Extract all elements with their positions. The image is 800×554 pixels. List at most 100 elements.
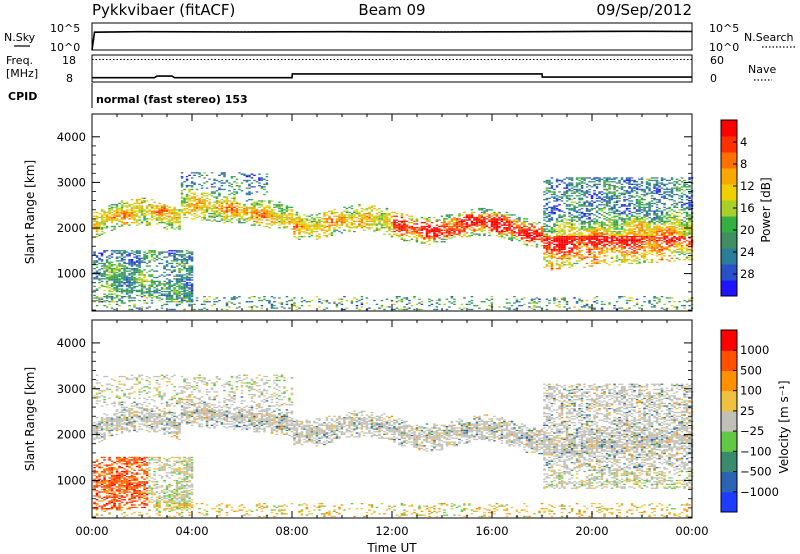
heatmap-cell — [548, 252, 551, 254]
heatmap-cell — [118, 264, 121, 266]
heatmap-cell — [513, 234, 516, 237]
heatmap-cell — [590, 213, 594, 215]
heatmap-cell — [293, 228, 296, 230]
heatmap-cell — [275, 213, 279, 215]
heatmap-cell — [608, 188, 611, 191]
heatmap-cell — [375, 215, 379, 217]
heatmap-cell — [405, 307, 409, 309]
heatmap-cell — [183, 201, 186, 203]
heatmap-cell — [453, 216, 456, 219]
heatmap-cell — [605, 239, 609, 242]
heatmap-cell — [128, 273, 131, 275]
heatmap-cell — [463, 227, 466, 229]
heatmap-cell — [128, 279, 131, 281]
heatmap-cell — [165, 256, 169, 258]
heatmap-cell — [115, 207, 119, 210]
heatmap-cell — [630, 233, 634, 235]
heatmap-cell — [498, 213, 501, 215]
heatmap-cell — [520, 234, 524, 237]
heatmap-cell — [555, 185, 559, 187]
heatmap-cell — [510, 237, 514, 239]
heatmap-cell — [95, 215, 99, 217]
heatmap-cell — [620, 245, 624, 247]
heatmap-cell — [143, 290, 146, 293]
heatmap-cell — [613, 204, 616, 206]
heatmap-cell — [565, 196, 569, 198]
heatmap-cell — [443, 219, 446, 221]
heatmap-cell — [595, 228, 599, 230]
heatmap-cell — [218, 188, 221, 191]
heatmap-cell — [143, 279, 146, 281]
heatmap-cell — [590, 241, 594, 243]
heatmap-cell — [593, 232, 596, 234]
heatmap-cell — [183, 292, 186, 294]
heatmap-cell — [505, 211, 509, 214]
heatmap-cell — [630, 211, 634, 214]
heatmap-cell — [585, 200, 589, 202]
heatmap-cell — [563, 246, 566, 248]
heatmap-cell — [618, 216, 621, 219]
heatmap-cell — [610, 236, 614, 238]
heatmap-cell — [570, 187, 574, 189]
heatmap-cell — [523, 224, 526, 226]
heatmap-cell — [145, 205, 149, 207]
heatmap-cell — [623, 261, 626, 263]
heatmap-cell — [410, 238, 414, 240]
heatmap-cell — [448, 234, 451, 237]
heatmap-cell — [130, 252, 134, 254]
heatmap-cell — [495, 213, 499, 215]
heatmap-cell — [253, 207, 256, 210]
heatmap-cell — [315, 222, 319, 224]
heatmap-cell — [410, 305, 414, 307]
heatmap-cell — [158, 219, 161, 221]
heatmap-cell — [590, 209, 594, 211]
heatmap-cell — [563, 243, 566, 245]
heatmap-cell — [575, 252, 579, 254]
heatmap-cell — [220, 188, 224, 191]
heatmap-cell — [255, 220, 259, 222]
heatmap-cell — [228, 200, 231, 202]
heatmap-cell — [168, 283, 171, 285]
heatmap-cell — [100, 284, 104, 286]
heatmap-cell — [340, 219, 344, 221]
heatmap-cell — [595, 197, 599, 199]
heatmap-cell — [580, 182, 584, 184]
heatmap-cell — [173, 270, 176, 272]
heatmap-cell — [625, 259, 629, 261]
heatmap-cell — [495, 214, 499, 216]
heatmap-cell — [213, 214, 216, 216]
heatmap-cell — [398, 223, 401, 225]
heatmap-cell — [575, 260, 579, 262]
heatmap-cell — [258, 215, 261, 217]
heatmap-cell — [338, 227, 341, 229]
heatmap-cell — [608, 303, 611, 305]
heatmap-cell — [553, 207, 556, 210]
heatmap-cell — [555, 250, 559, 252]
heatmap-cell — [180, 265, 184, 267]
heatmap-cell — [633, 251, 636, 253]
heatmap-cell — [290, 299, 294, 302]
heatmap-cell — [145, 224, 149, 226]
heatmap-cell — [548, 187, 551, 189]
heatmap-cell — [543, 213, 546, 215]
heatmap-cell — [188, 284, 191, 286]
heatmap-cell — [123, 274, 126, 276]
heatmap-cell — [555, 237, 559, 239]
heatmap-cell — [603, 246, 606, 248]
heatmap-cell — [145, 200, 149, 202]
heatmap-cell — [578, 209, 581, 211]
heatmap-cell — [475, 222, 479, 224]
heatmap-cell — [603, 188, 606, 191]
heatmap-cell — [608, 202, 611, 205]
heatmap-cell — [253, 204, 256, 206]
heatmap-cell — [580, 191, 584, 193]
heatmap-cell — [105, 266, 109, 268]
heatmap-cell — [110, 275, 114, 277]
heatmap-cell — [393, 215, 396, 217]
heatmap-cell — [230, 211, 234, 214]
heatmap-cell — [503, 219, 506, 221]
heatmap-cell — [163, 294, 166, 297]
heatmap-cell — [143, 218, 146, 220]
heatmap-cell — [183, 207, 186, 210]
heatmap-cell — [598, 209, 601, 211]
